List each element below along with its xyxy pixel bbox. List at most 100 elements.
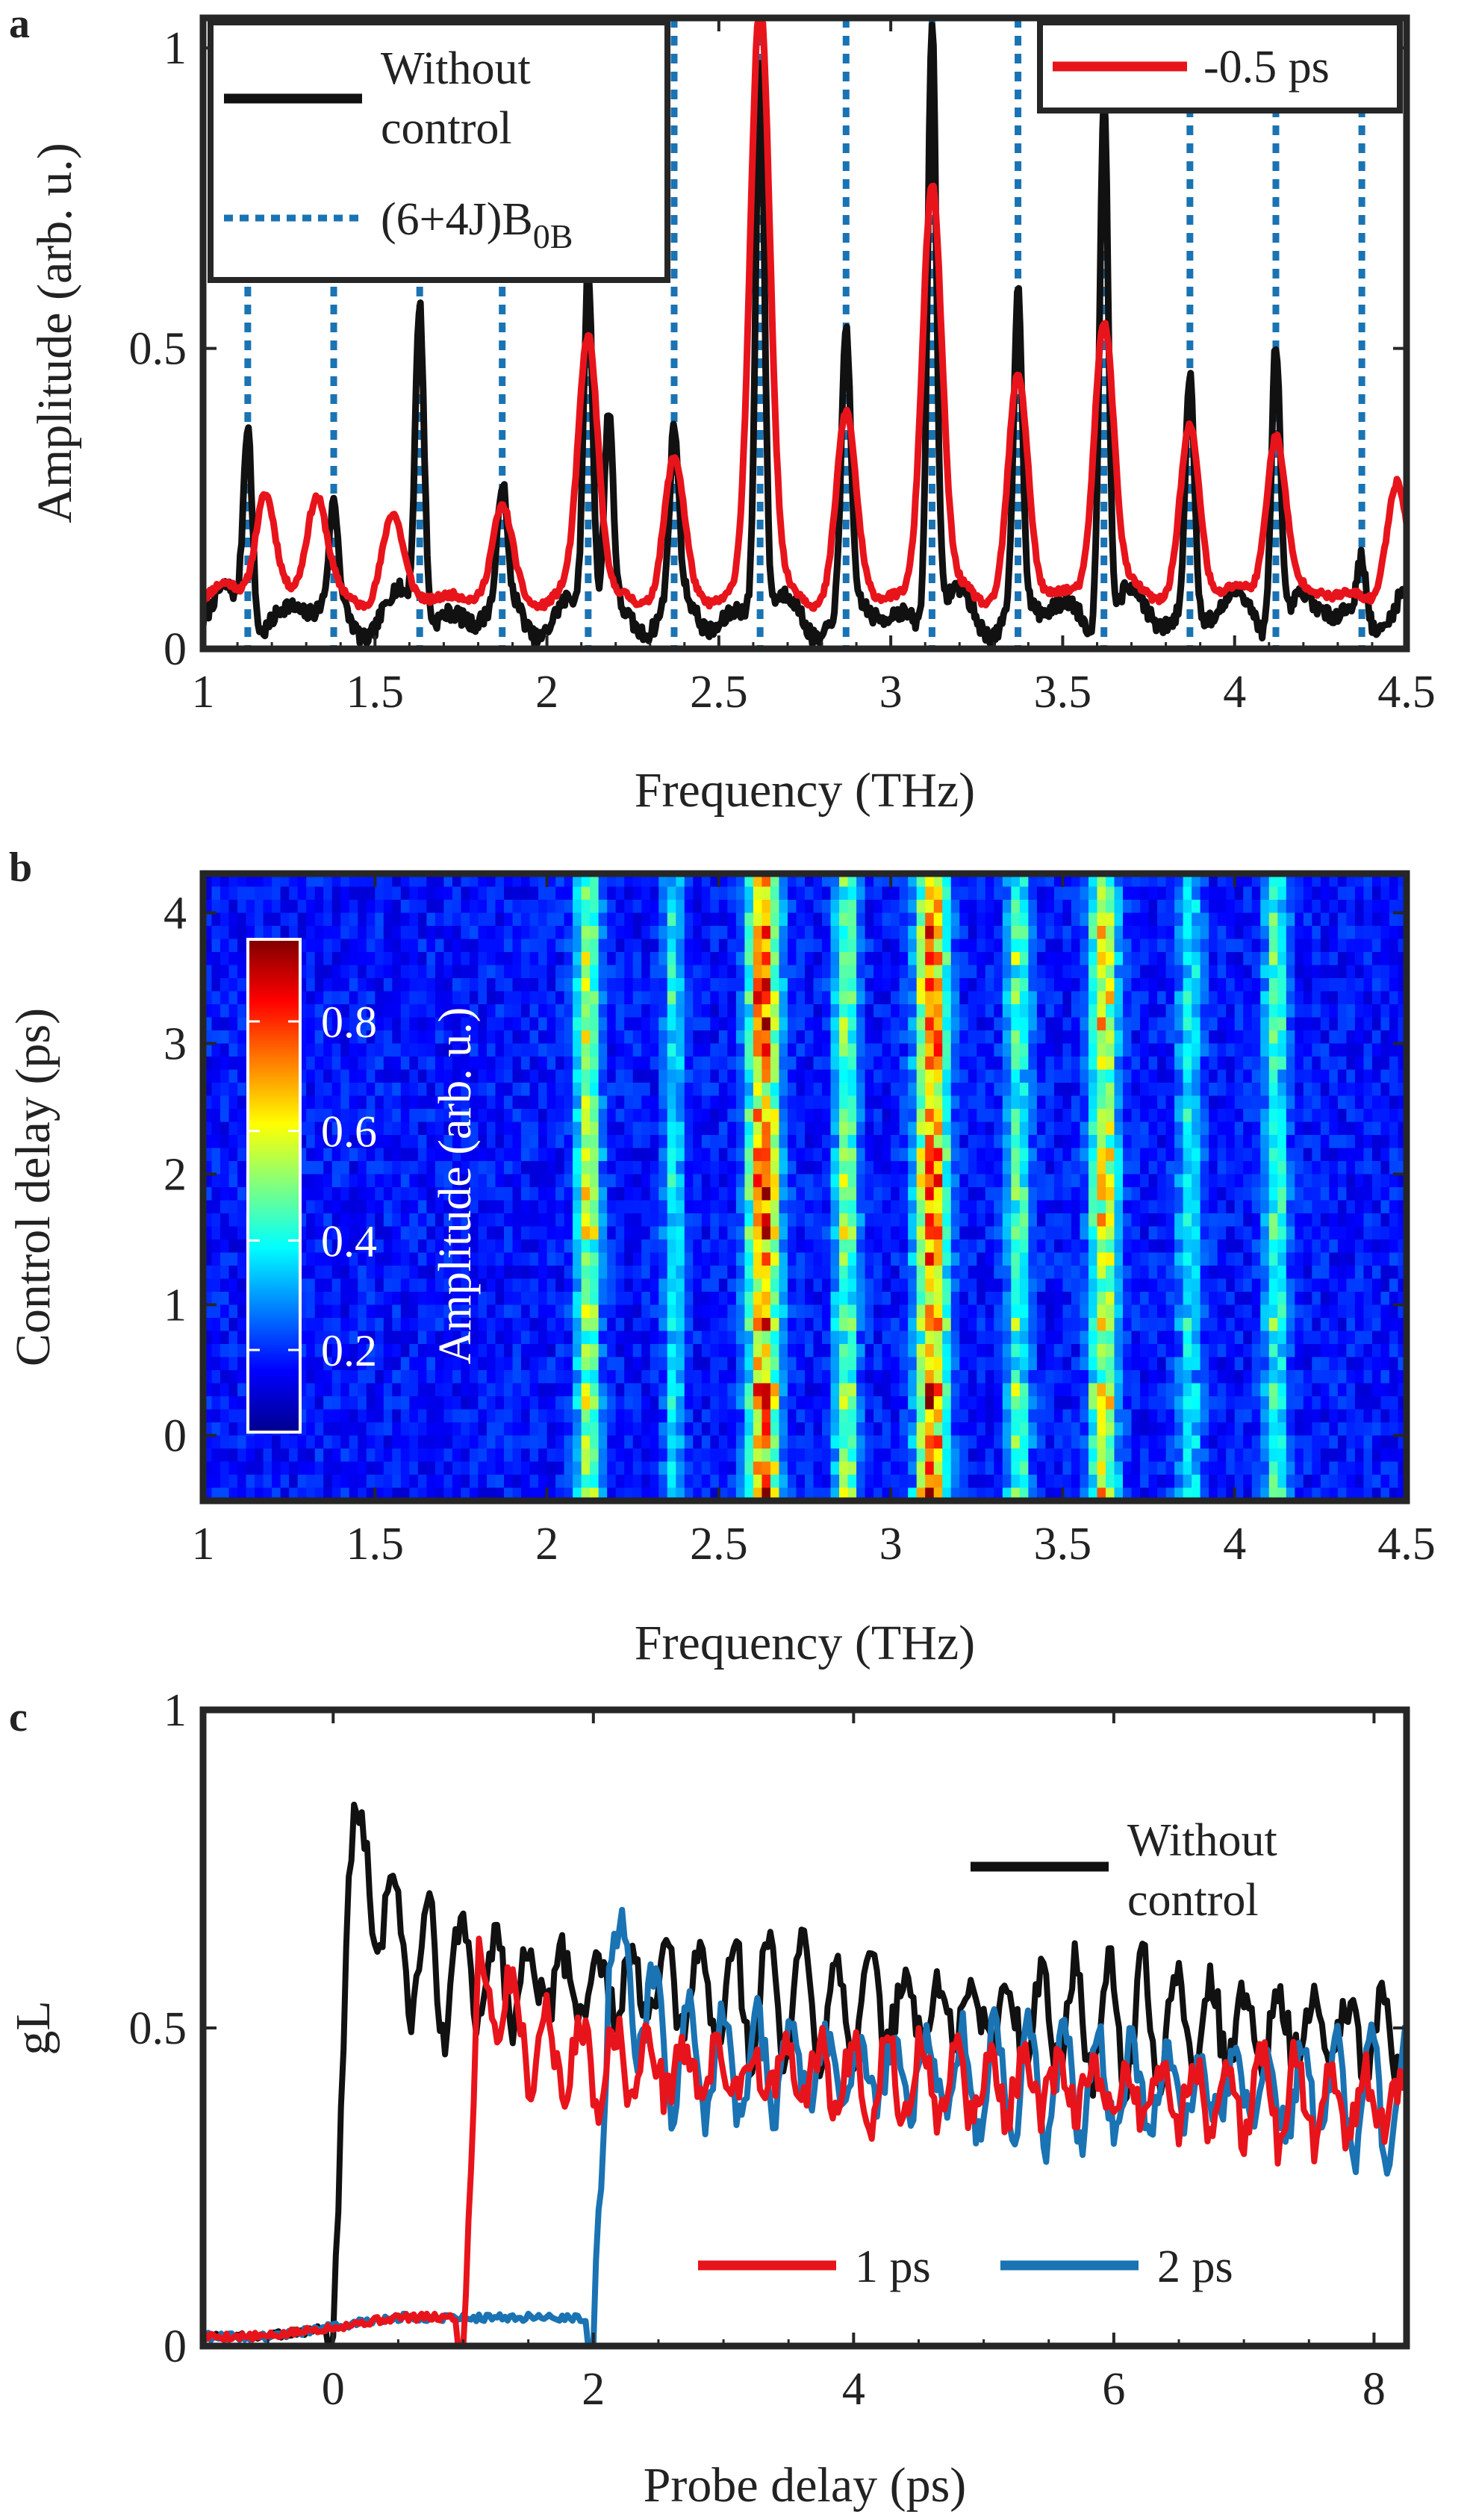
heatmap-cell: [495, 1266, 505, 1280]
heatmap-cell: [1260, 952, 1270, 966]
heatmap-cell: [1277, 926, 1287, 940]
heatmap-cell: [1320, 1187, 1330, 1201]
heatmap-cell: [676, 1278, 685, 1292]
heatmap-cell: [787, 1069, 797, 1083]
heatmap-cell: [1080, 1004, 1089, 1018]
heatmap-cell: [1234, 874, 1245, 888]
heatmap-cell: [1295, 900, 1304, 914]
heatmap-cell: [839, 1187, 849, 1201]
heatmap-cell: [744, 874, 754, 888]
heatmap-cell: [1053, 1069, 1064, 1083]
heatmap-cell: [228, 1292, 238, 1306]
heatmap-cell: [607, 1069, 617, 1083]
heatmap-cell: [1148, 1069, 1158, 1083]
heatmap-cell: [950, 1304, 961, 1319]
heatmap-cell: [1097, 978, 1106, 992]
heatmap-cell: [1398, 1266, 1407, 1280]
heatmap-cell: [469, 1278, 479, 1292]
heatmap-cell: [1337, 1057, 1348, 1071]
heatmap-cell: [830, 978, 840, 992]
heatmap-cell: [314, 1135, 324, 1149]
heatmap-cell: [865, 886, 874, 900]
heatmap-cell: [744, 939, 754, 953]
heatmap-cell: [452, 1083, 462, 1097]
heatmap-cell: [624, 912, 634, 927]
heatmap-cell: [718, 1266, 729, 1280]
heatmap-cell: [1131, 1057, 1141, 1071]
heatmap-cell: [977, 1017, 986, 1031]
heatmap-cell: [641, 1121, 651, 1136]
heatmap-cell: [959, 1304, 969, 1319]
heatmap-cell: [1002, 1174, 1012, 1188]
heatmap-cell: [977, 926, 986, 940]
heatmap-cell: [650, 1095, 660, 1110]
heatmap-cell: [684, 1135, 694, 1149]
heatmap-cell: [478, 939, 488, 953]
heatmap-cell: [469, 1004, 479, 1018]
heatmap-cell: [211, 926, 221, 940]
heatmap-cell: [1209, 1043, 1218, 1057]
heatmap-cell: [1268, 1017, 1279, 1031]
heatmap-cell: [1028, 1017, 1038, 1031]
heatmap-cell: [504, 900, 514, 914]
heatmap-cell: [1053, 886, 1064, 900]
heatmap-cell: [1286, 1187, 1296, 1201]
heatmap-cell: [667, 1057, 677, 1071]
heatmap-cell: [1157, 1292, 1167, 1306]
heatmap-cell: [1320, 1030, 1330, 1045]
heatmap-cell: [830, 1187, 840, 1201]
heatmap-cell: [916, 912, 926, 927]
heatmap-cell: [555, 1239, 565, 1254]
heatmap-cell: [658, 1109, 668, 1123]
heatmap-cell: [1123, 1213, 1133, 1228]
heatmap-cell: [1053, 1083, 1064, 1097]
heatmap-cell: [1174, 991, 1184, 1005]
heatmap-cell: [555, 1174, 565, 1188]
heatmap-cell: [968, 900, 978, 914]
heatmap-cell: [486, 1083, 496, 1097]
heatmap-cell: [753, 965, 763, 979]
heatmap-cell: [504, 1226, 514, 1240]
heatmap-cell: [443, 1187, 453, 1201]
heatmap-cell: [504, 1252, 514, 1266]
heatmap-cell: [581, 1200, 591, 1214]
heatmap-cell: [1286, 952, 1296, 966]
heatmap-cell: [753, 1148, 763, 1162]
heatmap-cell: [839, 965, 849, 979]
heatmap-cell: [220, 952, 230, 966]
heatmap-cell: [486, 912, 496, 927]
heatmap-cell: [272, 912, 281, 927]
heatmap-cell: [770, 1030, 780, 1045]
heatmap-cell: [1183, 1057, 1192, 1071]
heatmap-cell: [375, 978, 384, 992]
heatmap-cell: [598, 1292, 608, 1306]
heatmap-cell: [1320, 1278, 1330, 1292]
heatmap-cell: [1071, 912, 1081, 927]
heatmap-cell: [805, 991, 815, 1005]
heatmap-cell: [1192, 1292, 1201, 1306]
heatmap-cell: [865, 1148, 874, 1162]
heatmap-cell: [521, 1017, 531, 1031]
heatmap-cell: [1114, 900, 1124, 914]
heatmap-cell: [1088, 1226, 1098, 1240]
heatmap-cell: [1053, 1292, 1064, 1306]
heatmap-cell: [1312, 1161, 1321, 1175]
heatmap-cell: [1131, 1278, 1141, 1292]
heatmap-cell: [1080, 1161, 1089, 1175]
heatmap-cell: [314, 1148, 324, 1162]
heatmap-cell: [933, 1135, 944, 1149]
heatmap-cell: [667, 1017, 677, 1031]
heatmap-cell: [1192, 1304, 1201, 1319]
heatmap-cell: [461, 1239, 470, 1254]
heatmap-cell: [1062, 1004, 1072, 1018]
heatmap-cell: [1268, 1318, 1279, 1332]
heatmap-cell: [882, 900, 891, 914]
heatmap-cell: [925, 874, 935, 888]
heatmap-cell: [1217, 1174, 1227, 1188]
heatmap-cell: [1217, 1304, 1227, 1319]
heatmap-cell: [331, 1057, 342, 1071]
heatmap-cell: [1106, 1083, 1115, 1097]
heatmap-cell: [417, 1017, 428, 1031]
heatmap-cell: [1036, 978, 1047, 992]
heatmap-cell: [1062, 1030, 1072, 1045]
